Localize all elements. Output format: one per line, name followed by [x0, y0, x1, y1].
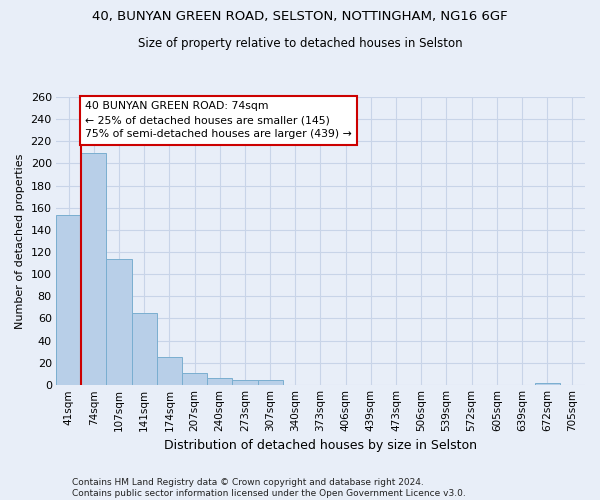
- Bar: [106, 258, 131, 385]
- Bar: [182, 372, 207, 385]
- Bar: [157, 357, 182, 385]
- Bar: [257, 380, 283, 385]
- Text: Contains HM Land Registry data © Crown copyright and database right 2024.
Contai: Contains HM Land Registry data © Crown c…: [72, 478, 466, 498]
- Text: 40, BUNYAN GREEN ROAD, SELSTON, NOTTINGHAM, NG16 6GF: 40, BUNYAN GREEN ROAD, SELSTON, NOTTINGH…: [92, 10, 508, 23]
- Bar: [232, 380, 257, 385]
- Bar: [207, 378, 232, 385]
- Text: 40 BUNYAN GREEN ROAD: 74sqm
← 25% of detached houses are smaller (145)
75% of se: 40 BUNYAN GREEN ROAD: 74sqm ← 25% of det…: [85, 102, 352, 140]
- Bar: [535, 382, 560, 385]
- Text: Size of property relative to detached houses in Selston: Size of property relative to detached ho…: [137, 38, 463, 51]
- Y-axis label: Number of detached properties: Number of detached properties: [15, 153, 25, 328]
- X-axis label: Distribution of detached houses by size in Selston: Distribution of detached houses by size …: [164, 440, 477, 452]
- Bar: [131, 313, 157, 385]
- Bar: [56, 216, 81, 385]
- Bar: [81, 154, 106, 385]
